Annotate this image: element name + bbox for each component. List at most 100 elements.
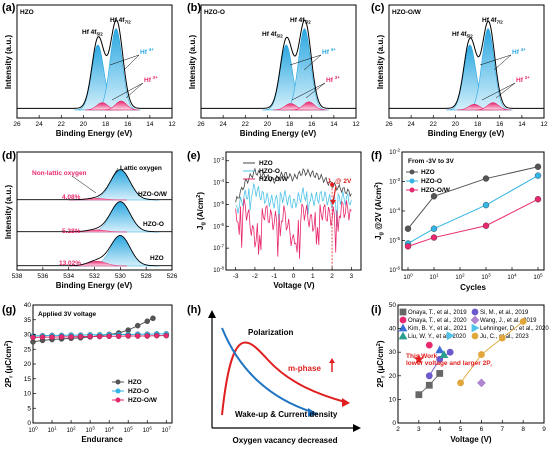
panel-f-legend-hzo: HZO — [421, 169, 435, 176]
panel-f-yticks: 10-2 10-3 10-4 10-5 10-6 — [389, 148, 405, 275]
xtick-label: 1 — [311, 273, 315, 280]
legend-label: Lehninger, D., et al., 2020 — [480, 326, 549, 332]
panel-c-peak1: Hf 4f5/2 — [452, 31, 473, 39]
ytick-label: 30 — [389, 349, 397, 356]
point — [457, 379, 464, 387]
ytick-label: 10-4 — [389, 207, 400, 216]
xtick-label: 16 — [308, 121, 316, 128]
panel-c-xticks: 26 24 22 20 18 16 14 12 — [385, 115, 548, 128]
panel-d-series2: HZO-O — [143, 221, 164, 228]
point-HZO-O — [482, 201, 490, 209]
panel-a-ylabel: Intensity (a.u.) — [4, 35, 13, 90]
ytick-label: 5 — [27, 405, 31, 412]
point-HZO-O/W — [58, 334, 65, 340]
panel-e-annotation: Jg @ 2V — [327, 178, 352, 186]
panel-g-legend: HZO HZO-O HZO-O/W — [112, 379, 158, 404]
ytick-label: 0 — [27, 420, 31, 427]
ytick-label: 10-6 — [389, 266, 400, 275]
panel-g-xlabel: Endurance — [81, 435, 123, 444]
ytick-label: 40 — [389, 326, 397, 333]
legend-label: Onaya, T., et al., 2020 — [408, 318, 467, 324]
panel-h-polarization-curve — [221, 341, 346, 416]
xtick-label: 4 — [438, 426, 442, 433]
xtick-label: 22 — [430, 121, 438, 128]
xtick-label: 26 — [197, 121, 205, 128]
xtick-label: 12 — [352, 121, 360, 128]
panel-g-frame — [32, 304, 173, 424]
xtick-label: 104 — [507, 273, 517, 282]
point-HZO-O/W — [96, 333, 103, 340]
ytick-label: 50 — [389, 302, 397, 309]
panel-h-label: (h) — [187, 304, 201, 316]
xtick-label: 105 — [533, 273, 543, 282]
xtick-label: 107 — [162, 426, 172, 435]
legend-marker — [398, 323, 408, 332]
point-HZO — [404, 225, 412, 232]
xtick-label: 20 — [452, 121, 460, 128]
panel-b-ylabel: Intensity (a.u.) — [188, 35, 197, 90]
point-HZO — [150, 315, 156, 322]
xtick-label: 106 — [143, 426, 153, 435]
ytick-label: 10 — [389, 396, 397, 403]
xtick-label: -3 — [233, 273, 239, 280]
ytick-label: 15 — [24, 376, 32, 383]
legend-marker — [471, 332, 479, 340]
envelope-line — [389, 20, 544, 109]
panel-f: (f) From -3V to 3V HZO HZO-O HZO-O/W 10-… — [371, 148, 545, 292]
point — [425, 381, 433, 389]
xtick-label: 3 — [350, 273, 354, 280]
panel-d-lattice: Lattic oxygen — [120, 165, 162, 172]
xtick-label: -1 — [271, 273, 277, 280]
panel-b: (b) HZO-O Hf 4f5/2 Hf 4f7/2 Hf 4+ Hf 3+ … — [187, 2, 360, 138]
panel-e: (e) 10-310-410-510-610-710-8 -3 -2 -1 0 1 2 3 … — [187, 150, 362, 290]
point — [425, 372, 433, 380]
xtick-label: 534 — [63, 273, 74, 280]
xtick-label: 526 — [167, 273, 178, 280]
panel-d-nonlattice: Non-lattic oxygen — [32, 170, 87, 177]
xtick-label: 2 — [396, 426, 400, 433]
point-HZO — [534, 163, 542, 170]
xtick-label: 12 — [168, 121, 176, 128]
panel-i-yticks: 0 10 20 30 40 50 — [389, 302, 401, 427]
panel-c-xlabel: Binding Energy (eV) — [428, 129, 505, 138]
panel-i-series — [413, 318, 527, 399]
ytick-label: 10-8 — [213, 266, 224, 275]
legend-label: Onaya, T., et al., 2019 — [408, 310, 467, 316]
panel-b-frame — [200, 4, 357, 119]
xtick-label: 24 — [220, 121, 228, 128]
panel-e-legend-hzoo: HZO-O — [259, 168, 280, 175]
panel-a-xticks: 26 24 22 20 18 16 14 12 — [13, 115, 176, 128]
panel-c-hf3: Hf 3+ — [516, 75, 530, 84]
envelope-line — [17, 19, 172, 109]
point — [498, 334, 506, 342]
xtick-label: 538 — [12, 273, 23, 280]
panel-a-hf4: Hf 4+ — [140, 47, 154, 56]
legend-marker — [399, 316, 407, 324]
point-HZO — [482, 175, 490, 182]
legend-marker — [471, 308, 479, 316]
jv-line-HZO — [235, 167, 352, 203]
point-HZO-O/W — [125, 333, 131, 339]
xtick-label: 528 — [141, 273, 152, 280]
panel-d-label: (d) — [2, 150, 16, 162]
xtick-label: 26 — [13, 121, 21, 128]
panel-c-frame — [388, 4, 545, 119]
panel-c-peak2: Hf 4f7/2 — [482, 17, 503, 25]
ytick-label: 10-2 — [389, 148, 400, 157]
xtick-label: 16 — [496, 121, 504, 128]
legend-marker — [470, 315, 480, 325]
point-HZO-O/W — [404, 243, 412, 250]
point-HZO-O/W — [68, 334, 74, 340]
panel-b-peak2: Hf 4f7/2 — [290, 17, 311, 25]
xtick-label: 105 — [124, 426, 134, 435]
panel-e-legend-hzo: HZO — [259, 160, 273, 167]
jv-line-HZO-O — [235, 183, 352, 227]
envelope-line — [17, 235, 172, 267]
panel-f-xlabel: Cycles — [460, 283, 486, 292]
panel-c: (c) HZO-O/W Hf 4f5/2 Hf 4f7/2 Hf 4+ Hf 3… — [371, 2, 548, 138]
panel-d-series1: HZO-O/W — [138, 191, 168, 198]
point-HZO-O — [534, 172, 542, 179]
xtick-label: 101 — [429, 273, 439, 282]
panel-f-label: (f) — [371, 150, 382, 162]
